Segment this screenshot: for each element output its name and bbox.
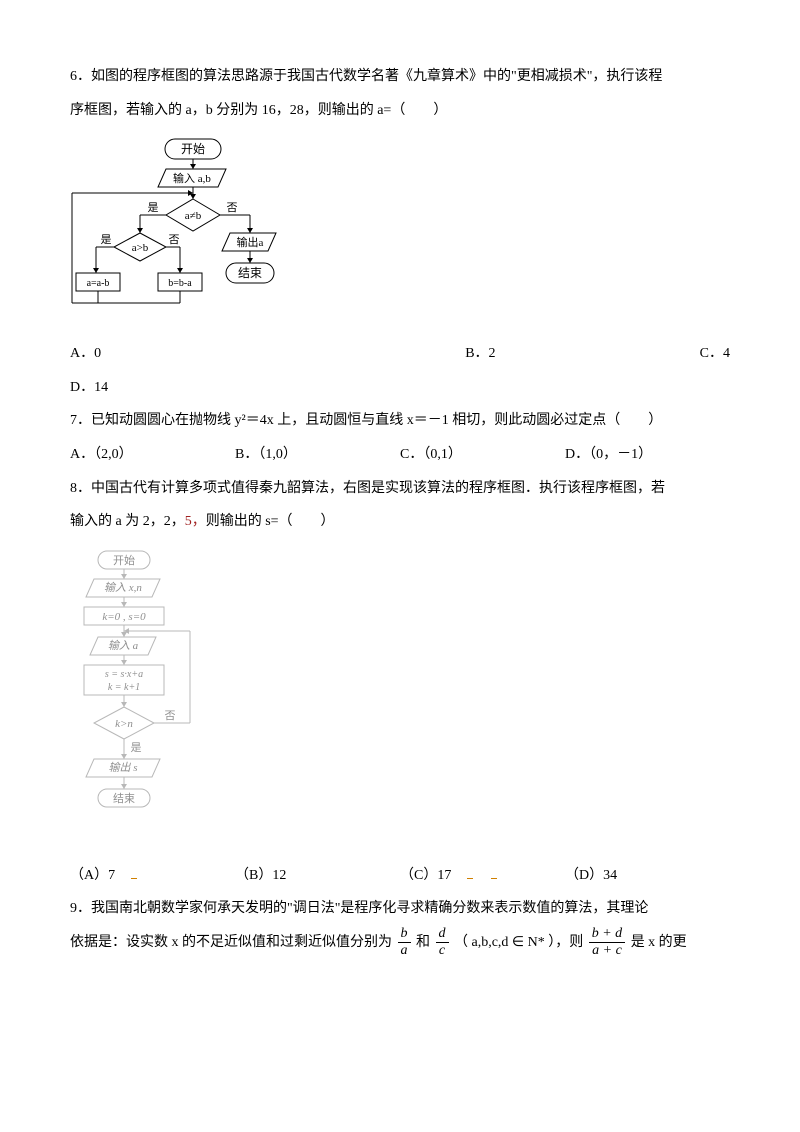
fc2-yes: 是 xyxy=(131,741,142,754)
q8-opt-c: （C）17 xyxy=(400,859,565,893)
q6-flowchart: 开始 输入 a,b a≠b 是 否 输出a 结束 a>b 是 否 a=a-b b… xyxy=(70,133,730,333)
fc2-no: 否 xyxy=(165,710,176,722)
frac-d-over-c: dc xyxy=(436,927,449,958)
frac-b-over-a: ba xyxy=(398,927,411,958)
fc2-assign2b: k = k+1 xyxy=(108,682,140,693)
q7-text: 7．已知动圆圆心在抛物线 y²＝4x 上，且动圆恒与直线 x＝－1 相切，则此动… xyxy=(70,404,730,438)
q7-opt-b: B．（1,0） xyxy=(235,438,400,472)
q9-paren: （ a,b,c,d ∈ N* ），则 xyxy=(454,935,583,950)
q6-opt-a: A．0 xyxy=(70,337,101,371)
q8-opt-b: （B）12 xyxy=(235,859,400,893)
fc-end-label: 结束 xyxy=(238,266,262,280)
q8-line2-pre: 输入的 a 为 2，2， xyxy=(70,514,185,529)
q8-line2-post: 则输出的 s=（ ） xyxy=(206,514,335,529)
q8-opt-c-text: （C）17 xyxy=(400,868,451,883)
q8-options: （A）7 （B）12 （C）17 （D）34 xyxy=(70,859,730,893)
dot-icon xyxy=(467,876,473,879)
q6-opt-b: B．2 xyxy=(465,337,495,371)
fc-yes2-label: 是 xyxy=(101,233,112,246)
q8-flowchart: 开始 输入 x,n k=0 , s=0 输入 a s = s·x+a k = k… xyxy=(70,545,730,855)
fc2-output: 输出 s xyxy=(108,761,137,774)
q9-line2: 依据是：设实数 x 的不足近似值和过剩近似值分别为 ba 和 dc （ a,b,… xyxy=(70,926,730,960)
frac-den: a xyxy=(398,943,411,958)
frac-num: b + d xyxy=(589,927,625,943)
q7-opt-c: C．（0,1） xyxy=(400,438,565,472)
fc-start-label: 开始 xyxy=(181,142,205,156)
q7-opt-d: D．（0，－1） xyxy=(565,438,730,472)
q8-opt-a: （A）7 xyxy=(70,859,235,893)
fc2-start: 开始 xyxy=(113,553,135,567)
dot-icon xyxy=(491,876,497,879)
fc2-assign1: k=0 , s=0 xyxy=(102,611,146,623)
q9-line1: 9．我国南北朝数学家何承天发明的"调日法"是程序化寻求精确分数来表示数值的算法，… xyxy=(70,892,730,926)
q6-opt-c: C．4 xyxy=(700,337,730,371)
q9-post: 是 x 的更 xyxy=(631,935,687,950)
fc-assign1-label: a=a-b xyxy=(87,278,110,289)
fc-no2-label: 否 xyxy=(169,234,180,246)
frac-num: d xyxy=(436,927,449,943)
q8-line1: 8．中国古代有计算多项式值得秦九韶算法，右图是实现该算法的程序框图．执行该程序框… xyxy=(70,472,730,506)
fc2-end: 结束 xyxy=(113,792,135,805)
dot-icon xyxy=(131,876,137,879)
q6-options: A．0 B．2 C．4 xyxy=(70,337,730,371)
q8-opt-a-text: （A）7 xyxy=(70,868,115,883)
fc-cond1-label: a≠b xyxy=(185,210,202,222)
q6-line1: 6．如图的程序框图的算法思路源于我国古代数学名著《九章算术》中的"更相减损术"，… xyxy=(70,60,730,94)
fc-output-label: 输出a xyxy=(237,235,264,249)
fc-yes1-label: 是 xyxy=(148,201,159,214)
q6-line2: 序框图，若输入的 a，b 分别为 16，28，则输出的 a=（ ） xyxy=(70,94,730,128)
frac-bd-over-ac: b + da + c xyxy=(589,927,625,958)
fc-no1-label: 否 xyxy=(227,202,238,214)
fc-input-label: 输入 a,b xyxy=(173,171,211,185)
q6-opt-d: D．14 xyxy=(70,371,730,405)
q7-opt-a: A．（2,0） xyxy=(70,438,235,472)
fc-cond2-label: a>b xyxy=(132,242,149,254)
fc-assign2-label: b=b-a xyxy=(168,278,192,289)
exam-page: 6．如图的程序框图的算法思路源于我国古代数学名著《九章算术》中的"更相减损术"，… xyxy=(0,0,800,1132)
q9-pre: 依据是：设实数 x 的不足近似值和过剩近似值分别为 xyxy=(70,935,392,950)
frac-num: b xyxy=(398,927,411,943)
frac-den: a + c xyxy=(589,943,625,958)
frac-den: c xyxy=(436,943,449,958)
q8-line2: 输入的 a 为 2，2，5，则输出的 s=（ ） xyxy=(70,505,730,539)
q8-line2-red: 5， xyxy=(185,514,206,529)
q7-options: A．（2,0） B．（1,0） C．（0,1） D．（0，－1） xyxy=(70,438,730,472)
q9-mid: 和 xyxy=(416,935,434,950)
fc2-assign2a: s = s·x+a xyxy=(105,669,143,680)
fc2-input2: 输入 a xyxy=(108,639,139,652)
q8-opt-d: （D）34 xyxy=(565,859,730,893)
fc2-input1: 输入 x,n xyxy=(104,581,142,594)
fc2-cond: k>n xyxy=(115,718,133,730)
